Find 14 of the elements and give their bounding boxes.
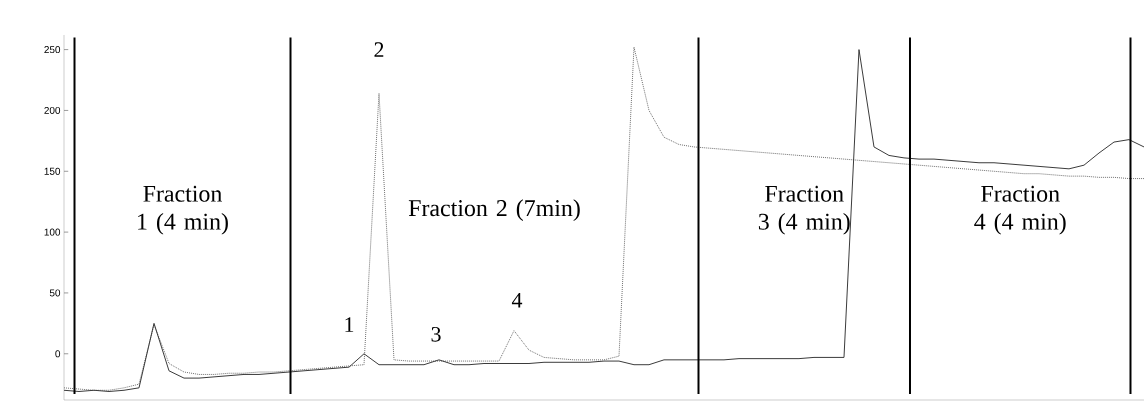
y-tick-label: 100 [44, 228, 61, 236]
y-tick-label: 150 [44, 167, 61, 175]
y-tick-label: 0 [55, 350, 61, 358]
annotation: Fraction 2 (7min) [408, 199, 580, 222]
annotation: 3 [431, 326, 441, 342]
annotation: 2 [374, 42, 384, 57]
y-tick-label: 50 [49, 289, 61, 297]
y-tick-label: 250 [44, 46, 61, 54]
annotation: Fraction 4 (4 min) [974, 185, 1066, 235]
annotation: 4 [511, 293, 523, 308]
annotation: 1 [345, 317, 354, 332]
y-tick-label: 200 [44, 106, 61, 114]
annotation: Fraction 1 (4 min) [138, 185, 228, 235]
annotation: Fraction 3 (4 min) [758, 185, 850, 235]
